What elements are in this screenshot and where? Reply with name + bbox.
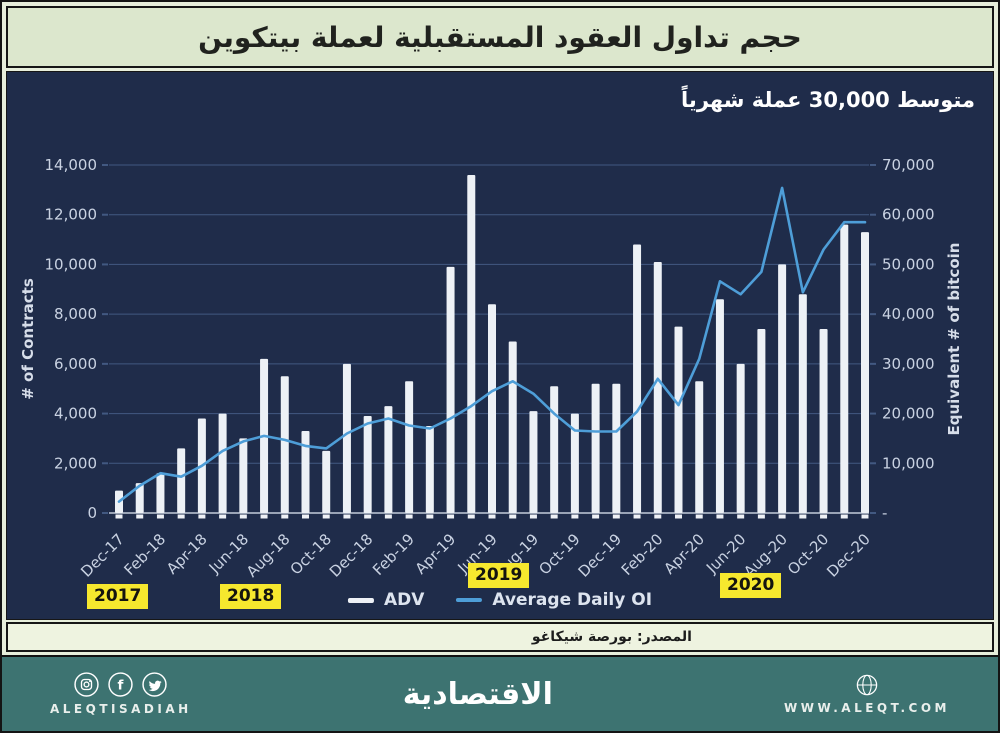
oi-line: [117, 186, 867, 503]
svg-text:2,000: 2,000: [54, 454, 97, 472]
adv-bar-May-18: [218, 413, 227, 513]
svg-text:-: -: [882, 504, 887, 522]
chart-canvas: 0 - 2,000 10,000 4,000 20,000 6,000 30,000 8,000…: [19, 156, 963, 581]
adv-bar-Feb-18: [156, 473, 165, 513]
adv-bar-Jan-18: [135, 483, 144, 513]
x-axis-ticks: [115, 514, 869, 519]
source-text: المصدر: بورصة شيكاغو: [531, 629, 692, 645]
svg-text:20,000: 20,000: [882, 405, 935, 423]
svg-text:Feb-19: Feb-19: [369, 530, 418, 579]
footer-website-link[interactable]: WWW.ALEQT.COM: [784, 700, 950, 715]
adv-bar-Sep-19: [550, 386, 559, 513]
legend-label-oi: Average Daily OI: [492, 590, 653, 610]
adv-bar-Sep-20: [798, 294, 807, 513]
right-axis-title: Equivalent # of bitcoin: [945, 242, 963, 435]
adv-bar-Nov-18: [342, 363, 351, 513]
adv-bar-Sep-18: [301, 430, 310, 513]
year-marker-2017: 2017: [87, 584, 149, 609]
left-axis-title: # of Contracts: [19, 278, 37, 400]
svg-text:6,000: 6,000: [54, 355, 97, 373]
source-strip: المصدر: بورصة شيكاغو: [6, 622, 994, 652]
chart-annotation: متوسط 30,000 عملة شهرياً: [681, 88, 975, 112]
svg-text:Dec-19: Dec-19: [575, 530, 626, 581]
axis-titles: # of Contracts Equivalent # of bitcoin: [19, 242, 963, 435]
svg-text:Feb-20: Feb-20: [618, 530, 667, 579]
adv-bar-Jun-20: [736, 363, 745, 513]
instagram-icon[interactable]: [74, 672, 100, 697]
svg-text:Apr-18: Apr-18: [163, 530, 211, 578]
page-title: حجم تداول العقود المستقبلية لعملة بيتكوي…: [198, 20, 802, 54]
footer-bar: f ALEQTISADIAH الاقتصادية WWW.ALEQT.COM: [2, 655, 998, 731]
svg-text:f: f: [118, 678, 124, 694]
adv-bar-Jun-18: [239, 438, 248, 513]
svg-text:Dec-18: Dec-18: [326, 530, 377, 581]
adv-bar-Mar-19: [425, 426, 434, 513]
adv-bar-Dec-20: [861, 232, 869, 513]
svg-text:Oct-20: Oct-20: [784, 530, 832, 578]
chart-legend: ADV Average Daily OI: [347, 590, 653, 610]
adv-bar-Apr-19: [446, 266, 455, 513]
adv-bar-Jan-19: [384, 406, 393, 513]
footer-left-block: f ALEQTISADIAH: [50, 672, 192, 716]
adv-bar-Aug-18: [280, 376, 289, 513]
adv-bar-Mar-18: [177, 448, 186, 513]
adv-bar-Aug-20: [778, 264, 787, 513]
year-marker-2018: 2018: [220, 584, 282, 609]
svg-text:Dec-17: Dec-17: [77, 530, 128, 581]
svg-text:50,000: 50,000: [882, 255, 935, 273]
legend-line-swatch: [456, 598, 483, 602]
twitter-icon[interactable]: [142, 672, 168, 697]
svg-text:Dec-20: Dec-20: [823, 530, 874, 581]
svg-text:40,000: 40,000: [882, 305, 935, 323]
facebook-icon[interactable]: f: [108, 672, 134, 697]
svg-text:14,000: 14,000: [45, 156, 98, 174]
svg-text:Apr-20: Apr-20: [660, 530, 708, 578]
adv-bar-Oct-19: [570, 413, 579, 513]
adv-bar-Jun-19: [488, 304, 496, 513]
adv-bar-May-20: [715, 299, 724, 513]
title-bar: حجم تداول العقود المستقبلية لعملة بيتكوي…: [6, 6, 994, 68]
svg-text:Feb-18: Feb-18: [120, 530, 169, 579]
legend-label-adv: ADV: [383, 590, 425, 610]
adv-bar-Aug-19: [529, 411, 538, 513]
adv-bar-Dec-19: [612, 383, 621, 513]
footer-right-block: WWW.ALEQT.COM: [784, 674, 950, 715]
svg-text:Oct-19: Oct-19: [535, 530, 583, 578]
svg-text:30,000: 30,000: [882, 355, 935, 373]
adv-bar-Oct-20: [819, 329, 828, 513]
svg-text:4,000: 4,000: [54, 405, 97, 423]
adv-bars: [115, 174, 869, 514]
legend-bar-swatch: [347, 597, 374, 603]
adv-bar-Jul-20: [757, 329, 766, 513]
globe-icon: [856, 674, 878, 695]
adv-bar-Nov-19: [591, 383, 600, 513]
svg-text:70,000: 70,000: [882, 156, 935, 174]
axis-tick-labels: 0 - 2,000 10,000 4,000 20,000 6,000 30,000 8,000…: [45, 156, 935, 522]
adv-bar-Jul-19: [508, 341, 517, 513]
adv-bar-Jan-20: [633, 244, 642, 514]
svg-text:Apr-19: Apr-19: [412, 530, 460, 578]
adv-bar-Mar-20: [674, 326, 683, 513]
chart-panel: 0 - 2,000 10,000 4,000 20,000 6,000 30,000 8,000…: [6, 71, 994, 620]
svg-text:12,000: 12,000: [45, 206, 98, 224]
svg-text:Aug-18: Aug-18: [243, 530, 294, 581]
svg-text:10,000: 10,000: [45, 255, 98, 273]
footer-brand-latin: ALEQTISADIAH: [50, 702, 192, 716]
adv-bar-Feb-19: [405, 381, 414, 513]
year-marker-2019: 2019: [468, 563, 530, 588]
adv-bar-Feb-20: [653, 261, 662, 513]
adv-bar-Oct-18: [322, 450, 331, 513]
year-marker-2020: 2020: [720, 573, 782, 598]
social-icons: f: [74, 672, 168, 697]
footer-brand-arabic: الاقتصادية: [402, 676, 553, 712]
adv-bar-Apr-20: [695, 381, 704, 513]
adv-bar-Dec-18: [363, 416, 372, 513]
svg-text:60,000: 60,000: [882, 206, 935, 224]
svg-text:10,000: 10,000: [882, 454, 935, 472]
svg-text:8,000: 8,000: [54, 305, 97, 323]
adv-bar-Nov-20: [840, 224, 849, 513]
svg-text:0: 0: [87, 504, 97, 522]
adv-bar-May-19: [467, 174, 476, 513]
